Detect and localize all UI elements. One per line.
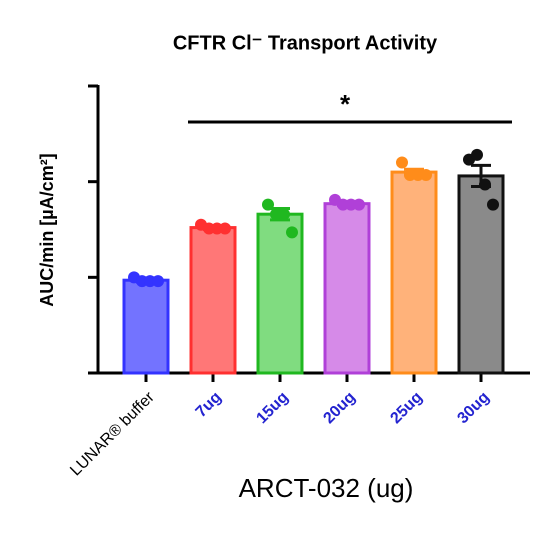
x-tick-label: 25ug bbox=[387, 389, 425, 427]
x-tick-label: 15ug bbox=[253, 389, 291, 427]
data-point bbox=[286, 226, 298, 239]
x-tick-label: 30ug bbox=[454, 389, 492, 427]
data-point bbox=[471, 148, 483, 161]
data-point bbox=[487, 198, 499, 211]
data-point bbox=[353, 198, 365, 211]
data-point bbox=[420, 168, 432, 181]
data-point bbox=[278, 208, 290, 221]
x-tick-label: 7ug bbox=[193, 389, 225, 421]
data-point bbox=[396, 156, 408, 169]
chart-title: CFTR Cl⁻ Transport Activity bbox=[173, 32, 438, 54]
bar bbox=[122, 278, 170, 375]
bar bbox=[256, 212, 304, 375]
data-point bbox=[152, 275, 164, 288]
significance-star: * bbox=[340, 89, 351, 119]
bar bbox=[323, 202, 371, 375]
data-point bbox=[262, 198, 274, 211]
data-point bbox=[479, 178, 491, 191]
x-tick-label: 20ug bbox=[320, 389, 358, 427]
bar bbox=[189, 226, 237, 375]
x-axis-label: ARCT-032 (ug) bbox=[239, 473, 414, 503]
bar bbox=[390, 170, 438, 375]
data-point bbox=[219, 222, 231, 235]
x-tick-label: LUNAR® buffer bbox=[67, 388, 158, 479]
y-axis-label: AUC/min [µA/cm²] bbox=[37, 153, 57, 306]
